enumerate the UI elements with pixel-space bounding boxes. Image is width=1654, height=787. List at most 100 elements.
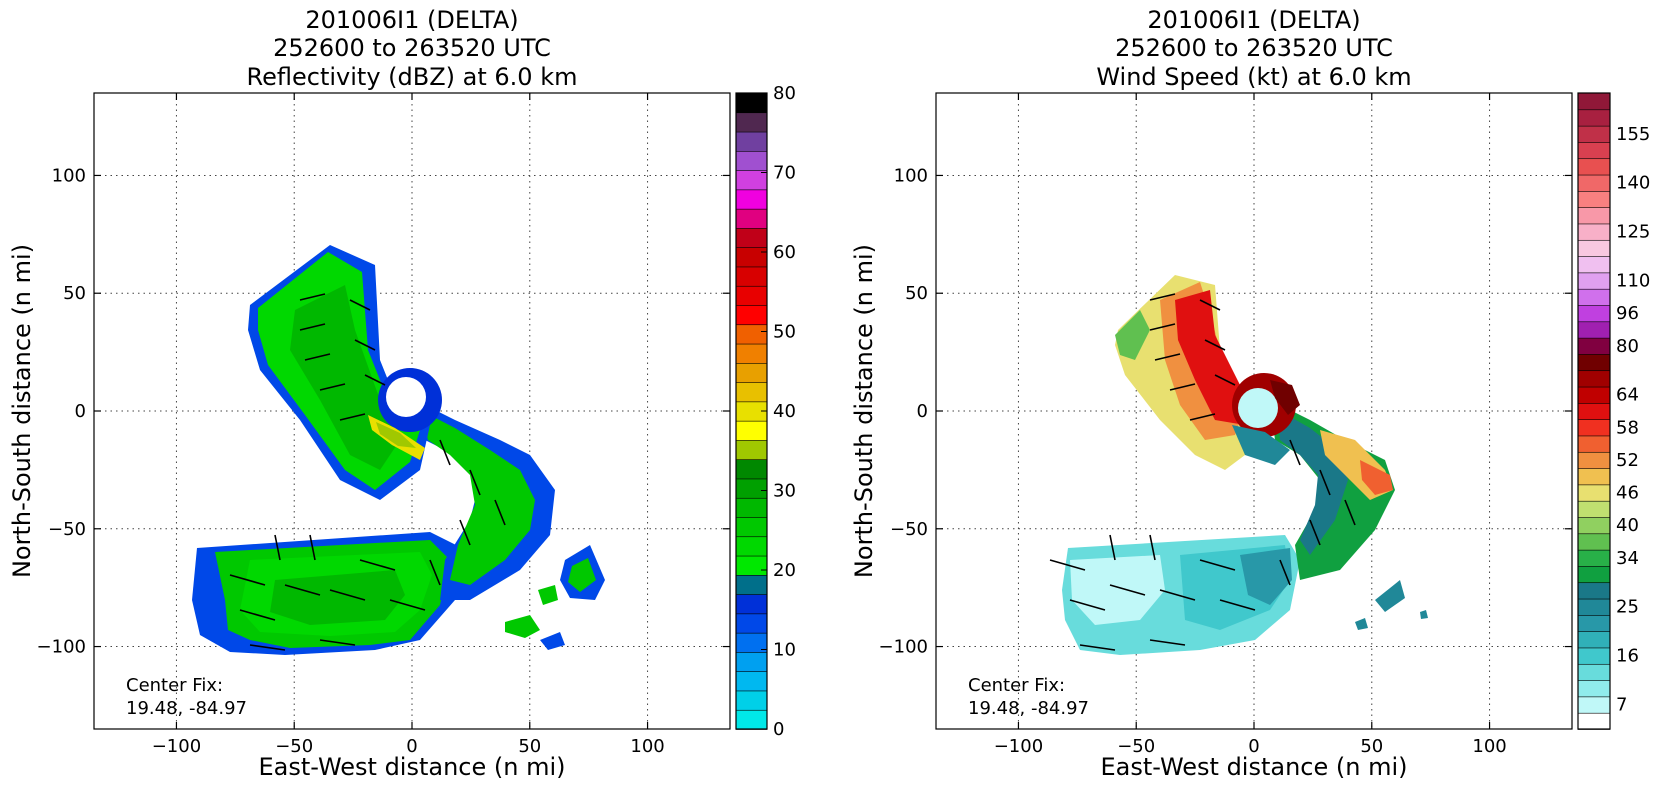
colorbar-segment [1577,288,1611,306]
colorbar-segment [735,246,768,268]
wind-northwest-arm-green [1115,310,1150,360]
y-tick-label: −100 [879,637,928,658]
colorbar-segment [1577,467,1611,486]
y-tick-label: 0 [75,401,86,422]
reflectivity-field [192,245,605,655]
colorbar-segment [1577,304,1611,323]
colorbar-tick-label: 50 [773,322,796,343]
colorbar-segment [735,593,768,615]
title-line-2: 252600 to 263520 UTC [1115,34,1393,62]
colorbar-segment [1577,157,1611,176]
x-tick-label: −50 [1117,736,1155,757]
colorbar-reflectivity [735,92,768,730]
colorbar-segment [1577,663,1611,681]
wind-eyewall-max [1270,380,1300,415]
colorbar-segment [735,92,768,114]
panel-reflectivity: 201006I1 (DELTA) 252600 to 263520 UTC Re… [8,6,796,781]
wind-scattered-echo-2 [1355,618,1368,630]
colorbar-segment [1577,402,1611,420]
title-line-2: 252600 to 263520 UTC [273,34,551,62]
wind-inner-core-teal [1232,425,1290,465]
colorbar-segment [1577,337,1611,355]
colorbar-segment [735,266,768,287]
colorbar-tick-label: 52 [1616,450,1639,471]
colorbar-segment [1577,435,1611,453]
colorbar-segment [735,690,768,711]
colorbar-tick-label: 70 [773,163,796,184]
axis-ticks [936,93,1572,729]
colorbar-segment [1577,630,1611,649]
colorbar-tick-labels: 7 16 25 34 40 46 52 58 64 80 96 110 125 140 155 [1616,124,1650,716]
colorbar-segment [735,304,768,326]
center-fix-label: Center Fix: [126,675,223,696]
colorbar-segment [1577,125,1611,143]
y-tick-label: 50 [905,283,928,304]
y-tick-label: 50 [63,283,86,304]
colorbar-segment [1577,614,1611,632]
panel-wind-speed: 201006I1 (DELTA) 252600 to 263520 UTC Wi… [850,6,1650,781]
colorbar-segment [1577,353,1611,372]
colorbar-segment [735,285,768,306]
colorbar-segment [1577,369,1611,388]
colorbar-tick-label: 58 [1616,417,1639,438]
title-line-1: 201006I1 (DELTA) [1147,6,1360,34]
colorbar-segment [735,362,768,383]
colorbar-segment [1577,321,1611,339]
title-line-1: 201006I1 (DELTA) [305,6,518,34]
grid-lines [94,93,730,729]
x-tick-label: −50 [275,736,313,757]
x-axis-label: East-West distance (n mi) [1100,753,1407,781]
colorbar-tick-label: 125 [1616,222,1650,243]
wind-east-hook-max-core [1360,460,1393,495]
colorbar-tick-label: 7 [1616,695,1627,716]
colorbar-tick-label: 80 [1616,336,1639,357]
colorbar-segment [735,555,768,576]
colorbar-segment [1577,500,1611,518]
colorbar-segment [735,189,768,210]
colorbar-segment [735,420,768,441]
colorbar-segment [1577,533,1611,551]
colorbar-segment [735,323,768,345]
colorbar-segment [1577,647,1611,665]
colorbar-tick-label: 25 [1616,597,1639,618]
colorbar-tick-label: 60 [773,242,796,263]
colorbar-segment [1577,565,1611,584]
colorbar-tick-label: 40 [773,401,796,422]
colorbar-segment [1577,206,1611,225]
title-line-3: Wind Speed (kt) at 6.0 km [1096,63,1411,91]
colorbar-segment [735,651,768,672]
x-tick-label: 0 [1248,736,1259,757]
colorbar-segment [735,439,768,460]
colorbar-segment [1577,679,1611,698]
wind-speed-field [1062,275,1428,655]
colorbar-tick-label: 46 [1616,483,1639,504]
colorbar-tick-label: 96 [1616,303,1639,324]
axis-ticks [94,93,730,729]
colorbar-tick-label: 140 [1616,173,1650,194]
x-axis-label: East-West distance (n mi) [258,753,565,781]
title-line-3: Reflectivity (dBZ) at 6.0 km [247,63,578,91]
y-tick-label: −50 [890,519,928,540]
grid-lines [936,93,1572,729]
colorbar-segment [1577,239,1611,257]
colorbar-segment [1577,451,1611,469]
colorbar-segment [735,516,768,538]
eye [386,377,426,417]
x-tick-label: 50 [518,736,541,757]
wind-barbs [1049,293,1356,651]
wind-scattered-echo-3 [1420,610,1428,619]
x-tick-label: −100 [994,736,1043,757]
colorbar-segment [1577,386,1611,404]
y-tick-label: −100 [37,637,86,658]
colorbar-segment [1577,92,1611,111]
colorbar-segment [1577,484,1611,502]
colorbar-segment [735,150,768,171]
colorbar-segment [1577,581,1611,600]
y-axis-label: North-South distance (n mi) [8,244,36,578]
colorbar-segment [1577,255,1611,274]
y-tick-label: 100 [894,165,928,186]
colorbar-segment [1577,549,1611,567]
colorbar-segment [735,208,768,229]
high-reflectivity-core-inner [376,422,416,448]
